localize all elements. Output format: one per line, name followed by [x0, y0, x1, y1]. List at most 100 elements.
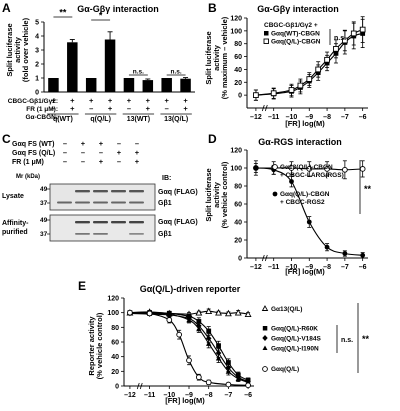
panel-e-legend-marker-r60k	[262, 326, 268, 331]
panel-e-data-point	[195, 309, 203, 316]
panel-e-y-tick-label: 20	[111, 369, 119, 376]
panel-b-xlabel: [FR] log(M)	[285, 119, 325, 128]
panel-c-sign: –	[63, 148, 67, 157]
panel-a-sign-cbgc: +	[108, 96, 113, 105]
panel-c-row-label: Gαq FS (WT)	[12, 141, 54, 148]
panel-d-letter: D	[208, 132, 217, 146]
panel-d-data-point	[359, 166, 366, 172]
panel-b-y-tick-label: 60	[234, 54, 242, 61]
panel-e-series-line	[129, 312, 249, 386]
panel-b-ylabel-line2: activity	[212, 44, 221, 71]
panel-a-group-label: 13(Q/L)	[164, 116, 188, 123]
panel-d-x-tick-label: –12	[250, 264, 262, 271]
panel-b-y-tick-label: 0	[238, 93, 242, 100]
panel-a-bar	[85, 78, 97, 92]
panel-d-data-point	[306, 166, 313, 172]
panel-c-band-gaq	[75, 221, 90, 224]
panel-a-sign-fr: –	[165, 104, 169, 113]
panel-d-ylabel-line2: activity	[212, 181, 221, 208]
panel-d-legend-q-line2: + CBGC-RGS2	[280, 199, 325, 206]
panel-a-sign-fr: +	[146, 104, 151, 113]
panel-b-axis-break	[261, 104, 265, 112]
panel-e-ylabel-line2: (% vehicle control)	[95, 312, 104, 379]
panel-e-data-point	[196, 326, 202, 332]
panel-e-x-tick-label: –12	[124, 392, 136, 399]
panel-b-data-point	[288, 87, 295, 93]
panel-e-data-point	[225, 360, 231, 365]
panel-a-sign-fr: +	[183, 104, 188, 113]
panel-c-band-gaq	[93, 221, 108, 224]
panel-e-data-point	[205, 379, 212, 386]
panel-b-plot: 0 20 40 60 80 100 120 –12 –11 –10 –9 –8 –7 –6	[230, 16, 368, 121]
panel-d-data-point	[342, 166, 348, 173]
panel-b-x-tick-label: –8	[323, 114, 331, 121]
panel-e-y-tick-label: 120	[107, 296, 119, 303]
panel-b-x-tick-label: –12	[250, 114, 262, 121]
panel-a-row-labels: CBGC-Gβ1/Gγ2: FR (1 μM): Gα-CBGN:	[8, 98, 58, 121]
panel-c-band-gaq	[75, 190, 90, 193]
panel-a-y-tick-label: 1	[35, 76, 39, 83]
panel-e-x-tick-label: –10	[163, 392, 175, 399]
panel-c-blot-affinity-bands	[75, 221, 144, 235]
panel-a-significance: ** *n.s. n.s.	[53, 8, 186, 76]
panel-a-sign-fr: –	[89, 104, 93, 113]
panel-e-ns: n.s.	[341, 337, 353, 344]
panel-e-legend: Gα13(Q/L) Gαq(Q/L)-R60K Gαq(Q/L)-V184S G…	[261, 303, 370, 373]
panel-a-sign-cbgc: +	[70, 96, 75, 105]
panel-d-y-tick-label: 0	[238, 256, 242, 263]
panel-e-letter: E	[78, 279, 86, 293]
panel-c-sign: –	[117, 139, 121, 148]
panel-c-sign: +	[117, 148, 122, 157]
panel-e-sig: **	[362, 334, 370, 344]
panel-a-bar	[48, 78, 59, 92]
panel-c-marker-37-lysate: 37	[40, 200, 48, 207]
panel-a-sign-cbgc: +	[89, 96, 94, 105]
panel-e: E Gα(Q/L)-driven reporter Reporter activ…	[78, 279, 370, 405]
panel-a-bar	[142, 80, 154, 92]
panel-c-band-label-gb1-affinity: Gβ1	[158, 231, 172, 238]
panel-c-sign: –	[63, 139, 67, 148]
panel-c-sign: –	[81, 148, 85, 157]
panel-a-sign-table: + + + + + + + +– + – + – + – +	[51, 96, 188, 113]
panel-b-data-point	[333, 46, 339, 52]
panel-b: B Gα-Gβγ interaction Split luciferase ac…	[204, 1, 368, 128]
panel-d-x-tick-label: –8	[323, 264, 331, 271]
panel-c-band-gb1	[75, 233, 90, 235]
panel-a-sig-label: **	[59, 8, 67, 18]
panel-e-legend-r60k: Gαq(Q/L)-R60K	[271, 326, 318, 333]
panel-b-ylabel-line1: Split luciferase	[204, 31, 213, 84]
panel-b-legend: CBGC-Gβ1/Gγ2 + Gαq(WT)-CBGN Gαq(Q/L)-CBG…	[263, 22, 346, 46]
panel-a-group-labels: q(WT) q(Q/L) 13(WT) 13(Q/L)	[47, 113, 192, 123]
panel-c-band-gaq	[93, 190, 108, 193]
panel-e-data-point	[186, 357, 192, 364]
panel-e-legend-marker-q	[262, 366, 268, 372]
panel-e-series-line	[129, 312, 249, 383]
panel-b-data-point	[253, 92, 259, 98]
panel-c-sign: +	[99, 139, 104, 148]
panel-e-legend-13: Gα13(Q/L)	[271, 306, 302, 313]
panel-d-data-point	[342, 251, 348, 256]
panel-d: D Gα-RGS interaction Split luciferase ac…	[204, 132, 372, 276]
panel-a-sign-cbgc: +	[127, 96, 132, 105]
panel-c-affinity-1: Affinity-	[2, 220, 29, 227]
panel-e-legend-marker-13	[261, 305, 269, 311]
panel-d-y-tick-label: 60	[234, 202, 242, 209]
panel-a-bar	[67, 42, 78, 92]
panel-b-letter: B	[208, 1, 217, 15]
panel-b-legend-wt: Gαq(WT)-CBGN	[271, 31, 320, 38]
panel-c-row-label: FR (1 μM)	[12, 159, 44, 166]
panel-a-ylabel: Split luciferase activity (fold over veh…	[5, 17, 30, 82]
panel-c-band-gb1	[129, 233, 144, 235]
panel-a-y-tick-label: 4	[35, 34, 39, 41]
panel-d-legend: Gα13(Q/L)-CBGN + CBGC-LARG(RGS) Gαq(Q/L)…	[272, 160, 372, 214]
panel-d-data-point	[324, 244, 330, 250]
panel-c-blot-lysate-frame	[49, 183, 156, 211]
panel-c-sign: –	[81, 157, 85, 166]
panel-a-bar	[180, 78, 191, 92]
panel-b-data-point	[270, 90, 277, 97]
panel-d-y-tick-label: 100	[230, 166, 242, 173]
panel-b-title: Gα-Gβγ interaction	[257, 4, 339, 14]
panel-e-y-tick-label: 60	[111, 340, 119, 347]
panel-c-condition-table: Gαq FS (WT) – + + – –Gαq FS (Q/L) – – – + +FR (1 μ…	[12, 139, 140, 166]
panel-d-data-point	[288, 165, 295, 171]
